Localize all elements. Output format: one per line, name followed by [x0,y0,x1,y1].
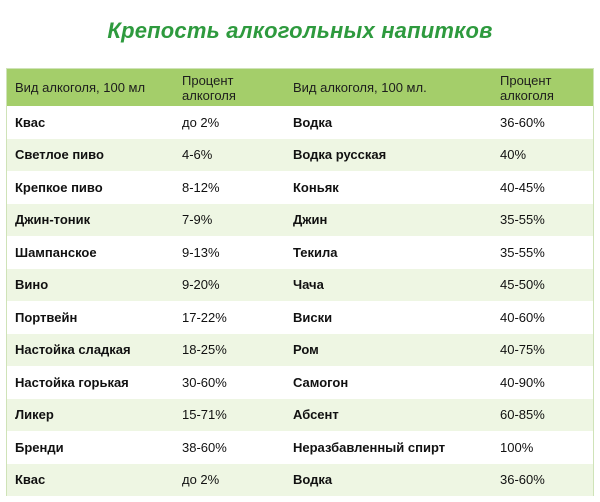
drink-name-cell: Виски [293,309,333,325]
alcohol-percent-cell: 60-85% [500,407,545,422]
alcohol-percent-cell: 40-90% [500,374,545,390]
drink-name-cell: Абсент [293,407,339,422]
alcohol-percent-cell: 9-13% [182,244,220,260]
header-drink-type-1: Вид алкоголя, 100 мл [15,80,146,95]
alcohol-percent-cell: 45-50% [500,277,545,292]
drink-name-cell: Коньяк [293,179,339,195]
drink-name-cell: Квас [15,472,46,487]
alcohol-percent-cell: 36-60% [500,472,545,487]
page-title: Крепость алкогольных напитков [107,18,493,43]
drink-name-cell: Джин-тоник [15,212,91,227]
table-row: Крепкое пиво 8-12% Коньяк 40-45% [7,171,593,203]
drink-name-cell: Настойка сладкая [15,342,131,357]
alcohol-percent-cell: 35-55% [500,212,545,227]
alcohol-percent-cell: 40-75% [500,342,545,357]
table-row: Настойка горькая 30-60% Самогон 40-90% [7,366,593,398]
header-alcohol-percent-2: Процент алкоголя [500,72,554,103]
alcohol-percent-cell: 38-60% [182,439,227,455]
alcohol-percent-cell: 35-55% [500,244,545,260]
drink-name-cell: Светлое пиво [15,147,104,162]
drink-name-cell: Водка [293,472,333,487]
table-row: Квас до 2% Водка 36-60% [7,106,593,138]
table-row: Шампанское 9-13% Текила 35-55% [7,236,593,268]
table-row: Квас до 2% Водка 36-60% [7,463,593,496]
drink-name-cell: Неразбавленный спирт [293,439,446,455]
alcohol-percent-cell: 7-9% [182,212,213,227]
drink-name-cell: Водка [293,114,333,130]
header-alcohol-percent-1: Процент алкоголя [182,72,236,103]
alcohol-percent-cell: 9-20% [182,277,220,292]
header-drink-type-2: Вид алкоголя, 100 мл. [293,80,427,95]
alcohol-strength-table: Вид алкоголя, 100 мл Процент алкоголя Ви… [6,68,594,496]
alcohol-percent-cell: 30-60% [182,374,227,390]
alcohol-percent-cell: 8-12% [182,179,220,195]
drink-name-cell: Самогон [293,374,349,390]
alcohol-percent-cell: 17-22% [182,309,227,325]
alcohol-percent-cell: 18-25% [182,342,227,357]
alcohol-percent-cell: 15-71% [182,407,227,422]
alcohol-percent-cell: до 2% [182,114,220,130]
drink-name-cell: Чача [293,277,324,292]
alcohol-percent-cell: до 2% [182,472,220,487]
table-row: Ликер 15-71% Абсент 60-85% [7,398,593,431]
table-row: Настойка сладкая 18-25% Ром 40-75% [7,333,593,366]
table-row: Джин-тоник 7-9% Джин 35-55% [7,203,593,236]
drink-name-cell: Ликер [15,407,54,422]
drink-name-cell: Джин [293,212,328,227]
alcohol-percent-cell: 36-60% [500,114,545,130]
drink-name-cell: Бренди [15,439,64,455]
alcohol-percent-cell: 40-45% [500,179,545,195]
table-row: Портвейн 17-22% Виски 40-60% [7,301,593,333]
drink-name-cell: Текила [293,244,338,260]
drink-name-cell: Шампанское [15,244,97,260]
alcohol-percent-cell: 4-6% [182,147,213,162]
drink-name-cell: Квас [15,114,46,130]
drink-name-cell: Настойка горькая [15,374,129,390]
drink-name-cell: Портвейн [15,309,78,325]
table-row: Бренди 38-60% Неразбавленный спирт 100% [7,431,593,463]
drink-name-cell: Крепкое пиво [15,179,103,195]
alcohol-percent-cell: 40% [500,147,527,162]
drink-name-cell: Вино [15,277,49,292]
drink-name-cell: Ром [293,342,319,357]
table-row: Светлое пиво 4-6% Водка русская 40% [7,138,593,171]
alcohol-percent-cell: 100% [500,439,534,455]
table-header: Вид алкоголя, 100 мл Процент алкоголя Ви… [7,69,593,106]
drink-name-cell: Водка русская [293,147,387,162]
alcohol-percent-cell: 40-60% [500,309,545,325]
table-row: Вино 9-20% Чача 45-50% [7,268,593,301]
